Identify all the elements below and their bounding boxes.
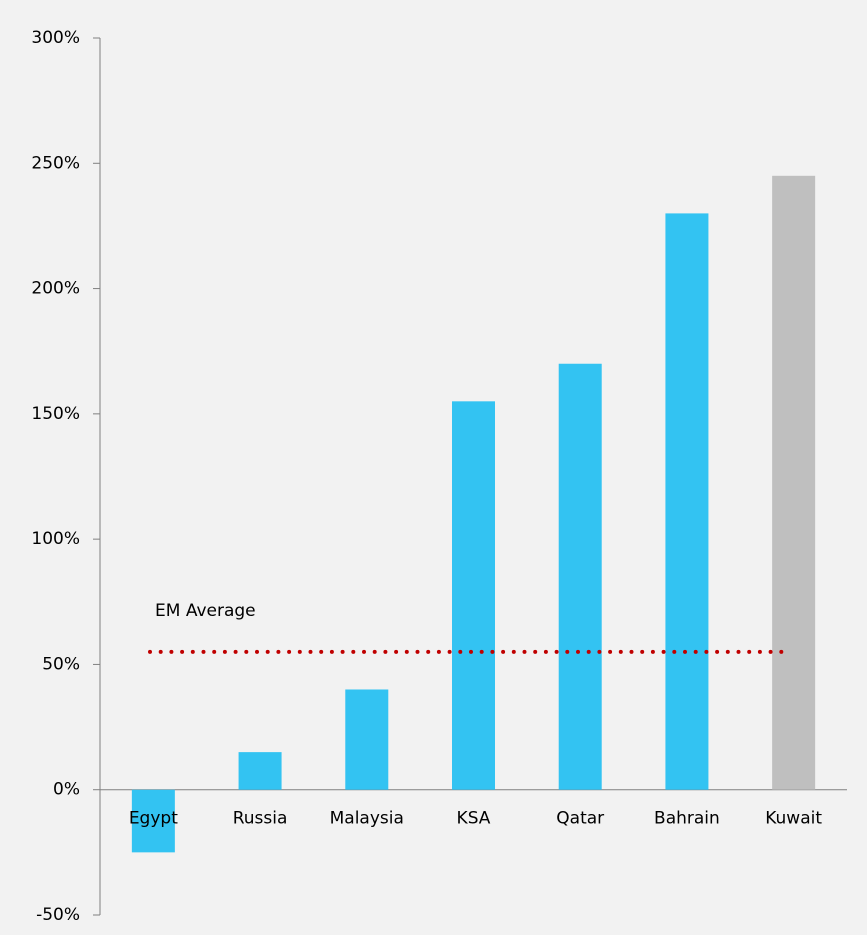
y-tick-label: 150% [31, 404, 80, 424]
y-tick-label: 300% [31, 28, 80, 48]
y-tick-label: -50% [36, 905, 80, 925]
y-tick-label: 50% [42, 654, 80, 674]
reference-label: EM Average [155, 601, 256, 621]
bar [131, 789, 175, 853]
bar [665, 213, 709, 790]
x-tick-label: Qatar [556, 809, 604, 829]
x-tick-label: KSA [457, 809, 491, 829]
y-tick-label: 0% [53, 780, 80, 800]
bar [345, 689, 389, 790]
bar [238, 752, 282, 790]
y-tick-label: 100% [31, 529, 80, 549]
x-tick-label: Egypt [129, 809, 178, 829]
y-tick-label: 200% [31, 279, 80, 299]
y-tick-label: 250% [31, 153, 80, 173]
x-tick-label: Russia [233, 809, 288, 829]
bar [558, 363, 602, 790]
x-tick-label: Malaysia [330, 809, 404, 829]
x-tick-label: Kuwait [765, 809, 822, 829]
bar [772, 175, 816, 790]
x-tick-label: Bahrain [654, 809, 720, 829]
bar [452, 401, 495, 790]
